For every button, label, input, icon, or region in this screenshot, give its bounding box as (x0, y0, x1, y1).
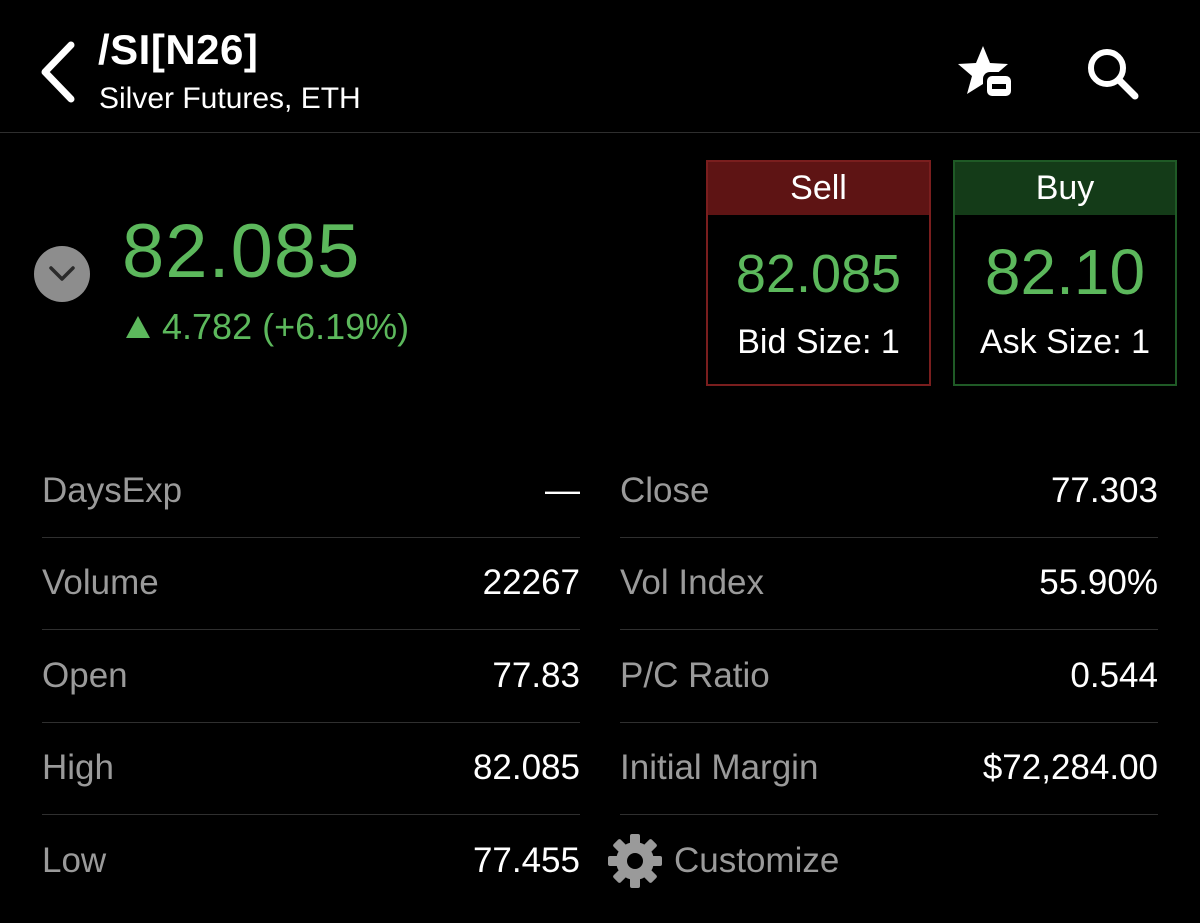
customize-row: Customize (608, 815, 1158, 908)
back-chevron-icon (41, 41, 75, 103)
stat-label: Volume (42, 563, 159, 603)
stat-label: Open (42, 655, 128, 695)
top-bar: /SI[N26] Silver Futures, ETH (0, 0, 1200, 133)
stat-value: 77.303 (1050, 470, 1158, 510)
stat-row-initial-margin: Initial Margin $72,284.00 (620, 723, 1158, 815)
stat-value: — (545, 470, 580, 510)
stat-value: 0.544 (1070, 655, 1158, 695)
stat-value: $72,284.00 (982, 748, 1158, 788)
ask-price: 82.10 (984, 236, 1146, 308)
ask-size: Ask Size: 1 (979, 323, 1151, 361)
stat-label: P/C Ratio (620, 655, 770, 695)
stat-row-close: Close 77.303 (620, 445, 1158, 538)
customize-label: Customize (674, 841, 840, 881)
bid-size: Bid Size: 1 (737, 323, 900, 361)
stat-row-days-exp: DaysExp — (42, 445, 580, 538)
stat-row-pc-ratio: P/C Ratio 0.544 (620, 630, 1158, 723)
stat-value: 77.455 (472, 841, 580, 881)
last-price: 82.085 (122, 209, 361, 294)
stat-value: 77.83 (492, 655, 580, 695)
net-change: 4.782 (+6.19%) (126, 306, 409, 348)
stat-value: 55.90% (1039, 563, 1158, 603)
stat-label: Close (620, 470, 710, 510)
sell-button[interactable]: Sell 82.085 Bid Size: 1 (706, 160, 931, 386)
stat-label: High (42, 748, 114, 788)
stat-row-high: High 82.085 (42, 723, 580, 815)
stat-label: Low (42, 841, 107, 881)
stat-label: DaysExp (42, 470, 183, 510)
stat-value: 82.085 (472, 748, 580, 788)
stat-row-vol-index: Vol Index 55.90% (620, 538, 1158, 630)
search-icon (1088, 49, 1139, 100)
stats-right-column: Close 77.303 Vol Index 55.90% P/C Ratio … (608, 445, 1158, 908)
search-button[interactable] (1077, 38, 1147, 108)
stat-label: Initial Margin (620, 748, 819, 788)
buy-button[interactable]: Buy 82.10 Ask Size: 1 (953, 160, 1177, 386)
customize-button[interactable]: Customize (606, 832, 839, 890)
symbol-title: /SI[N26] (98, 26, 259, 73)
up-arrow-icon (126, 316, 150, 338)
stat-value: 22267 (482, 563, 580, 603)
sell-label: Sell (708, 162, 929, 215)
stat-label: Vol Index (620, 563, 764, 603)
gear-icon (608, 834, 662, 889)
stat-row-low: Low 77.455 (42, 815, 580, 908)
instrument-description: Silver Futures, ETH (99, 82, 361, 115)
bid-price: 82.085 (735, 244, 902, 304)
stat-row-open: Open 77.83 (42, 630, 580, 723)
buy-label: Buy (955, 162, 1175, 215)
watchlist-button[interactable] (952, 38, 1022, 108)
net-change-text: 4.782 (+6.19%) (162, 306, 410, 347)
back-button[interactable] (30, 38, 86, 106)
expand-quote-button[interactable] (34, 246, 90, 302)
stat-row-volume: Volume 22267 (42, 538, 580, 630)
watchlist-remove-icon (958, 46, 1015, 100)
stats-left-column: DaysExp — Volume 22267 Open 77.83 High 8… (42, 445, 580, 908)
chevron-down-icon (49, 266, 75, 281)
